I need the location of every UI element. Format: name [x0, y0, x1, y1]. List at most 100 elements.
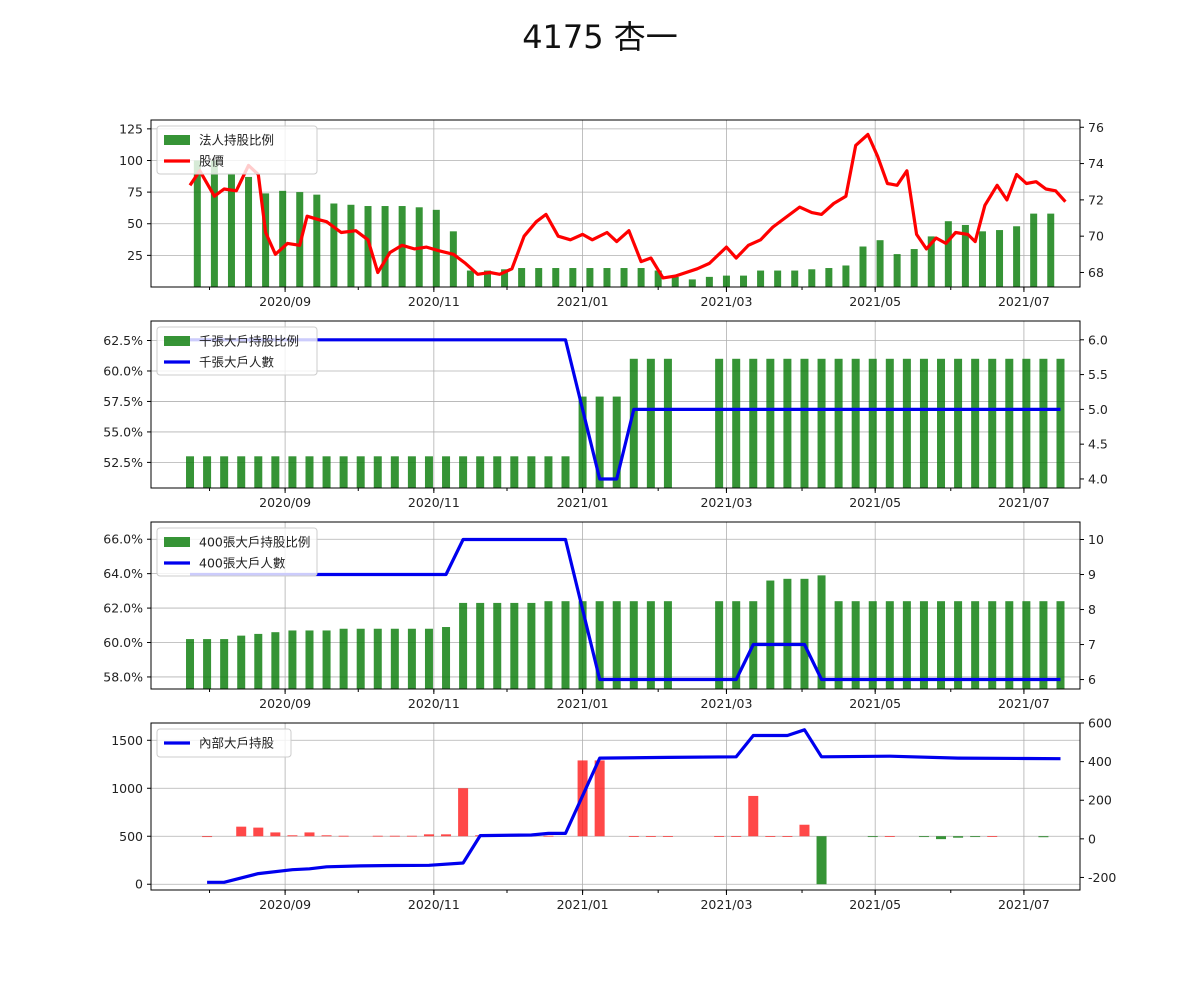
bar [996, 230, 1004, 287]
bar [757, 270, 765, 287]
bar [971, 601, 980, 689]
bar [287, 835, 298, 837]
bar [902, 601, 911, 689]
bar [799, 824, 810, 837]
bar [884, 836, 895, 837]
bar [612, 396, 621, 488]
bar [944, 221, 952, 287]
bar [271, 456, 280, 488]
chart-title: 4175 杏一 [522, 18, 678, 56]
bar [561, 601, 570, 689]
left-tick-label: 64.0% [103, 566, 143, 581]
bar [510, 456, 519, 488]
bar [476, 456, 485, 488]
bar [501, 269, 509, 287]
bar [671, 276, 679, 287]
bar [937, 358, 946, 488]
bar [910, 249, 918, 287]
bar [390, 456, 399, 488]
right-tick-label: 200 [1088, 793, 1112, 808]
bar [893, 254, 901, 287]
bar [919, 358, 928, 488]
bar [1022, 601, 1031, 689]
bar [595, 601, 604, 689]
bar [552, 268, 560, 287]
bar [732, 358, 741, 488]
bar [851, 601, 860, 689]
bar [245, 176, 253, 287]
bar [449, 231, 457, 287]
right-tick-label: 4.5 [1088, 437, 1108, 452]
bar [603, 268, 611, 287]
bar [953, 836, 964, 838]
legend-label: 法人持股比例 [199, 133, 274, 148]
bar [390, 628, 399, 689]
right-tick-label: 10 [1088, 532, 1104, 547]
bar [279, 190, 287, 287]
x-tick-label: 2021/07 [998, 495, 1050, 510]
bar [1022, 358, 1031, 488]
legend-swatch [164, 135, 190, 145]
bar [203, 639, 212, 689]
right-tick-label: 400 [1088, 754, 1112, 769]
bar [654, 270, 662, 287]
bar [842, 265, 850, 287]
bar [364, 206, 372, 287]
bar [220, 639, 229, 689]
bar [389, 835, 400, 837]
bar [458, 788, 469, 837]
x-tick-label: 2020/09 [259, 897, 311, 912]
bar [373, 456, 382, 488]
bar [808, 269, 816, 287]
bar [305, 630, 314, 689]
x-tick-label: 2020/09 [259, 495, 311, 510]
bar [561, 456, 570, 488]
bar [1039, 601, 1048, 689]
bar [919, 601, 928, 689]
bar [859, 246, 867, 287]
bar [715, 601, 724, 689]
bar [731, 836, 742, 837]
bar [646, 358, 655, 488]
bar [774, 270, 782, 287]
bar [987, 836, 998, 837]
bar [937, 601, 946, 689]
bar [765, 836, 776, 837]
bar [1039, 358, 1048, 488]
bar [237, 635, 246, 689]
bar [834, 358, 843, 488]
bar [254, 456, 263, 488]
bar [766, 580, 775, 689]
bar [527, 602, 536, 689]
bar [885, 601, 894, 689]
legend: 400張大戶持股比例 400張大戶人數 [156, 527, 318, 577]
series-line [190, 338, 1061, 481]
bar [373, 628, 382, 689]
x-tick-label: 2021/01 [557, 495, 609, 510]
x-tick-label: 2021/05 [849, 696, 901, 711]
bar [442, 456, 451, 488]
bar [749, 358, 758, 488]
bar [459, 456, 468, 488]
bar [424, 628, 433, 689]
bar [424, 456, 433, 488]
bar [381, 206, 389, 287]
bar [688, 279, 696, 287]
bar [236, 826, 247, 837]
bar [637, 268, 645, 287]
series-line [190, 537, 1061, 682]
left-tick-label: 500 [119, 829, 143, 844]
x-tick-label: 2020/11 [408, 897, 460, 912]
right-tick-label: 76 [1088, 120, 1104, 135]
left-tick-label: 57.5% [103, 394, 143, 409]
bar [902, 358, 911, 488]
bar [270, 832, 281, 837]
bar [407, 628, 416, 689]
legend-label: 千張大戶持股比例 [199, 334, 299, 349]
left-tick-label: 50 [127, 216, 143, 231]
left-tick-label: 58.0% [103, 669, 143, 684]
bar [202, 836, 213, 838]
bar [927, 236, 935, 287]
